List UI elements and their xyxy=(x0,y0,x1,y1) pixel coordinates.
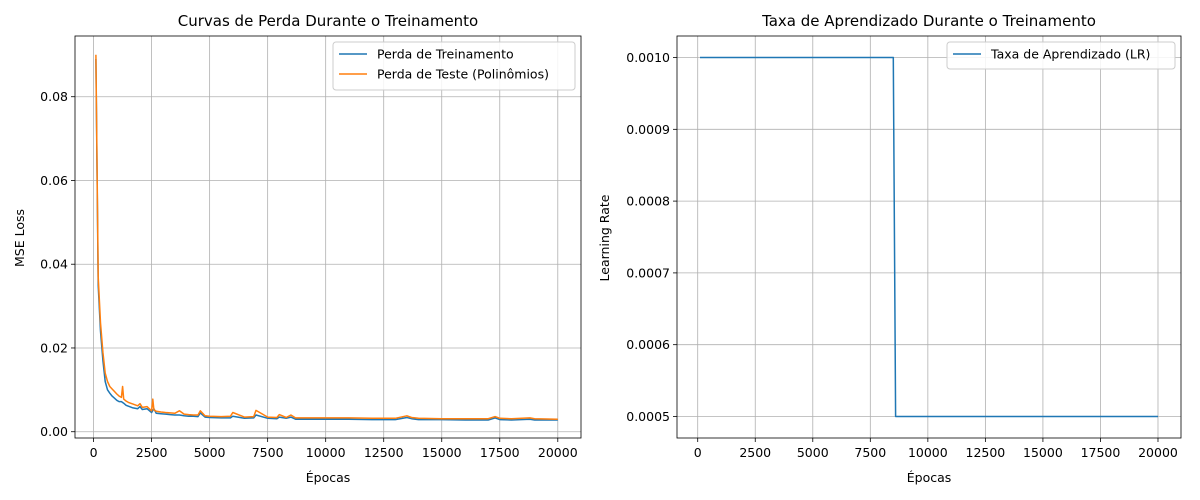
c0-xtick-label-1: 2500 xyxy=(136,445,168,460)
loss-chart-ylabel: MSE Loss xyxy=(12,209,27,267)
c1-xtick-label-5: 12500 xyxy=(966,445,1006,460)
c0-ytick-label-3: 0.06 xyxy=(40,173,68,188)
c1-xtick-label-4: 10000 xyxy=(908,445,948,460)
c0-series-line-0 xyxy=(95,58,558,421)
c1-axes-frame xyxy=(676,35,1182,439)
c1-xtick-label-0: 0 xyxy=(694,445,702,460)
loss-chart-title: Curvas de Perda Durante o Treinamento xyxy=(178,12,478,30)
c1-legend: Taxa de Aprendizado (LR) xyxy=(946,41,1176,70)
c0-legend-label-0: Perda de Treinamento xyxy=(377,47,514,62)
c0-xtick-label-3: 7500 xyxy=(252,445,284,460)
c1-ytick-label-1: 0.0006 xyxy=(626,337,670,352)
c1-xtick-label-3: 7500 xyxy=(854,445,886,460)
c1-ytick-label-3: 0.0008 xyxy=(626,194,670,209)
c0-ytick-label-2: 0.04 xyxy=(40,257,68,272)
c1-ytick-label-4: 0.0009 xyxy=(626,122,670,137)
c0-legend: Perda de Treinamento Perda de Teste (Poli… xyxy=(332,41,576,91)
c1-ytick-label-2: 0.0007 xyxy=(626,265,670,280)
lr-chart-ylabel: Learning Rate xyxy=(597,194,612,281)
loss-chart: Curvas de Perda Durante o Treinamento Ép… xyxy=(12,12,582,485)
c0-xtick-label-8: 20000 xyxy=(538,445,578,460)
c1-xtick-label-1: 2500 xyxy=(739,445,771,460)
c0-xtick-label-6: 15000 xyxy=(422,445,462,460)
lr-chart: Taxa de Aprendizado Durante o Treinament… xyxy=(597,12,1182,485)
c0-xtick-label-4: 10000 xyxy=(306,445,346,460)
lr-chart-title: Taxa de Aprendizado Durante o Treinament… xyxy=(761,12,1096,30)
c1-xtick-label-6: 15000 xyxy=(1023,445,1063,460)
c1-xtick-label-8: 20000 xyxy=(1138,445,1178,460)
c0-xtick-label-7: 17500 xyxy=(480,445,520,460)
c0-xtick-label-0: 0 xyxy=(90,445,98,460)
c0-xtick-label-2: 5000 xyxy=(194,445,226,460)
c1-xtick-label-2: 5000 xyxy=(797,445,829,460)
c1-legend-box xyxy=(946,41,1176,70)
c0-series-line-1 xyxy=(95,54,558,420)
c0-legend-label-1: Perda de Teste (Polinômios) xyxy=(377,67,549,82)
loss-chart-xlabel: Épocas xyxy=(306,470,351,485)
c0-xtick-label-5: 12500 xyxy=(364,445,404,460)
c1-xtick-label-7: 17500 xyxy=(1081,445,1121,460)
c0-ytick-label-4: 0.08 xyxy=(40,89,68,104)
c0-ytick-label-1: 0.02 xyxy=(40,340,68,355)
lr-chart-xlabel: Épocas xyxy=(907,470,952,485)
c0-legend-box xyxy=(332,41,576,91)
c0-axes-frame xyxy=(74,35,582,439)
c0-ytick-label-0: 0.00 xyxy=(40,424,68,439)
c1-series-line-0 xyxy=(700,56,1158,418)
c1-ytick-label-5: 0.0010 xyxy=(626,50,670,65)
c1-ytick-label-0: 0.0005 xyxy=(626,409,670,424)
c1-legend-label-0: Taxa de Aprendizado (LR) xyxy=(990,47,1150,62)
